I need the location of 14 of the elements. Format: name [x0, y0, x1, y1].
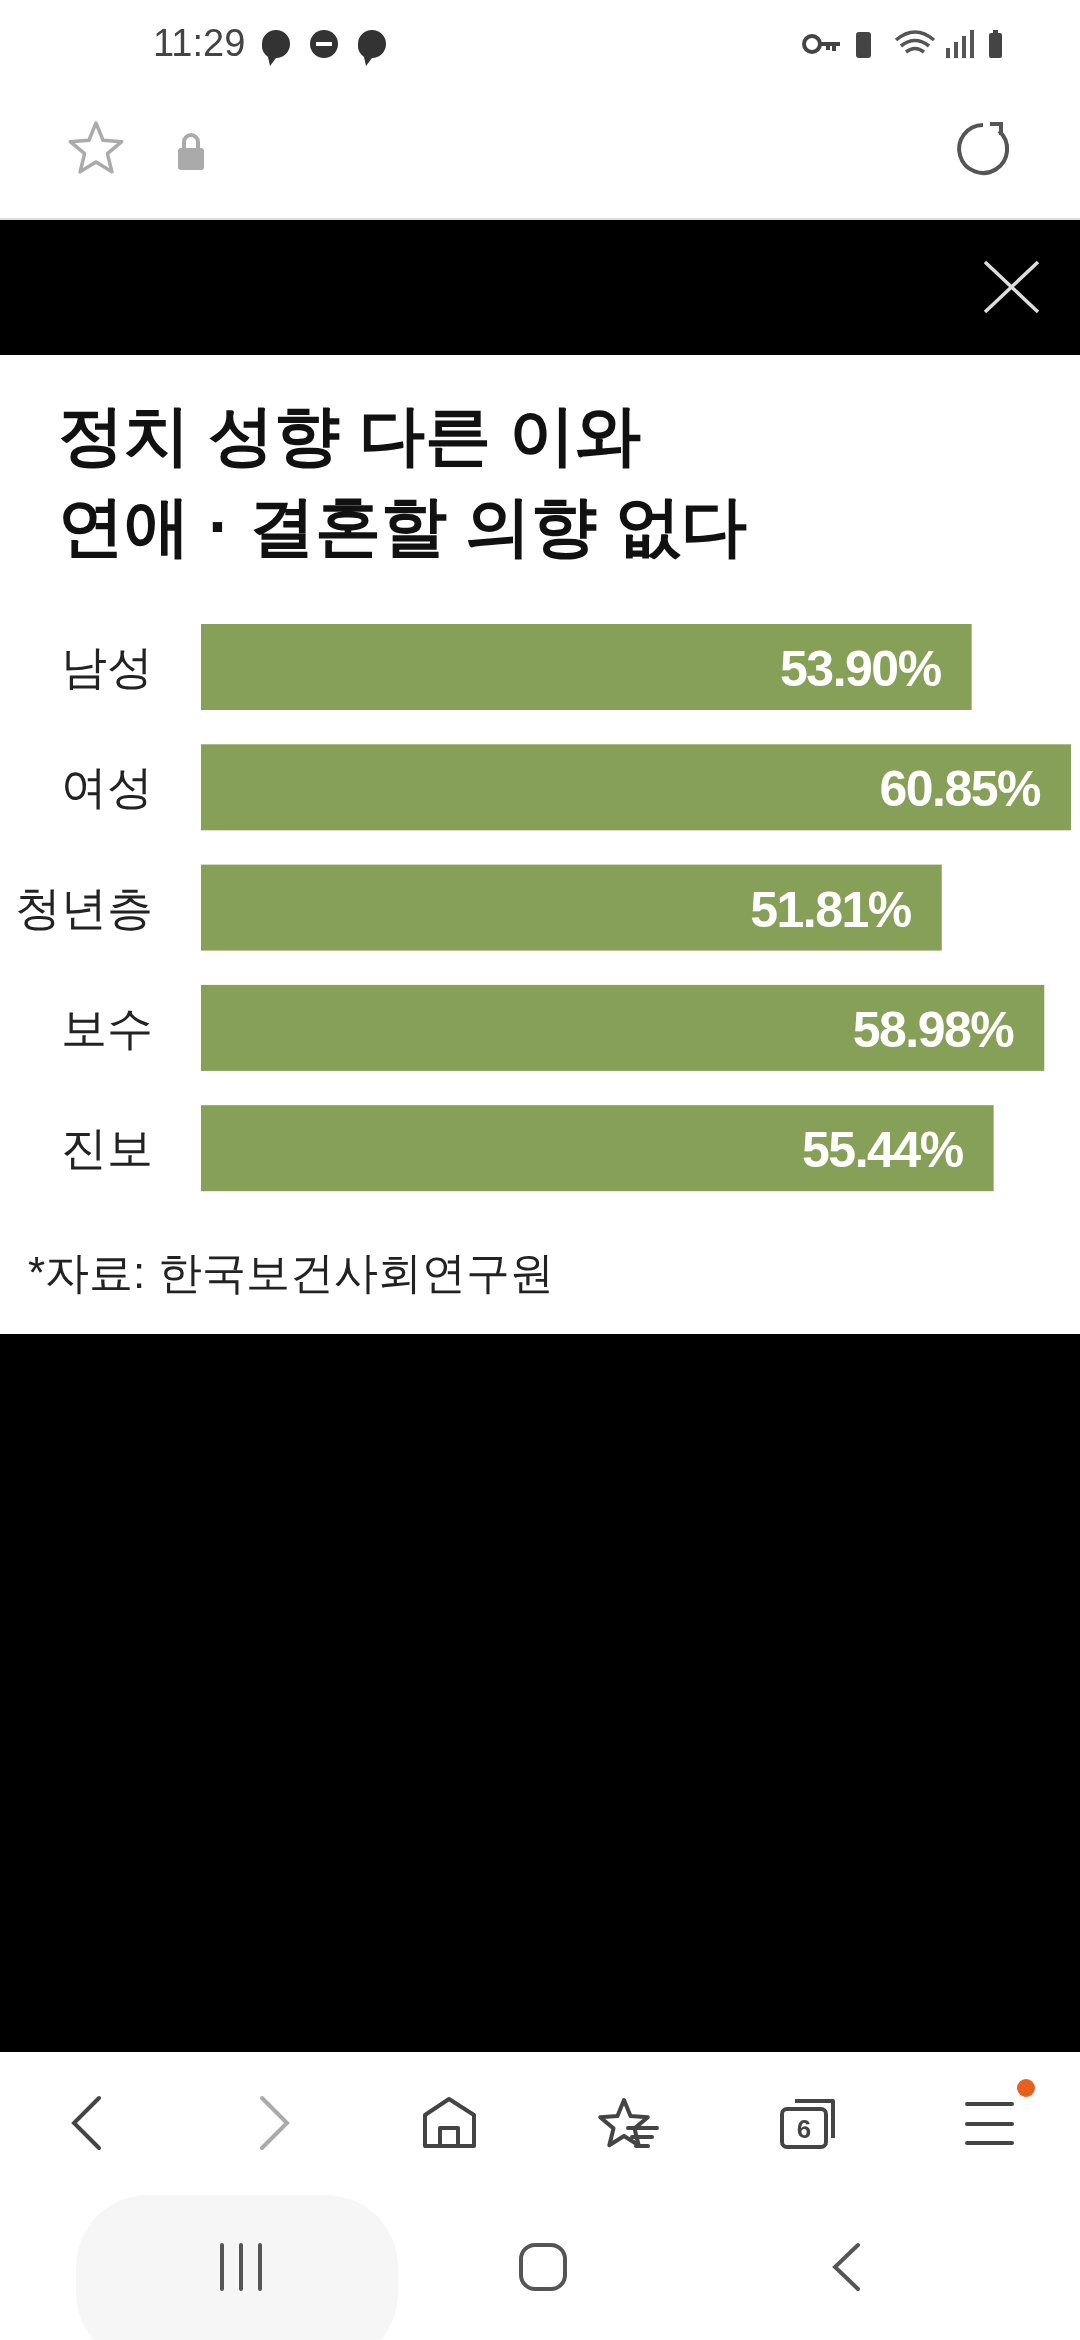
- data-label: 60.85%: [879, 761, 1042, 818]
- y-tick-label: 남성: [61, 641, 153, 693]
- data-label: 55.44%: [802, 1122, 964, 1179]
- data-label: 58.98%: [852, 1001, 1015, 1058]
- y-tick-label: 보수: [61, 1001, 153, 1054]
- text: 11:29: [153, 22, 246, 64]
- y-tick-label: 청년층: [15, 881, 153, 934]
- chart-title: 정치 성향 다른 이와 연애 · 결혼할 의향 없다: [58, 398, 748, 563]
- y-tick-label: 진보: [61, 1122, 153, 1175]
- text: *자료: 한국보건사회연구원: [28, 1247, 554, 1297]
- data-label: 53.90%: [780, 641, 942, 697]
- y-tick-label: 여성: [61, 761, 153, 814]
- text: 6: [796, 2114, 812, 2144]
- data-label: 51.81%: [750, 881, 912, 938]
